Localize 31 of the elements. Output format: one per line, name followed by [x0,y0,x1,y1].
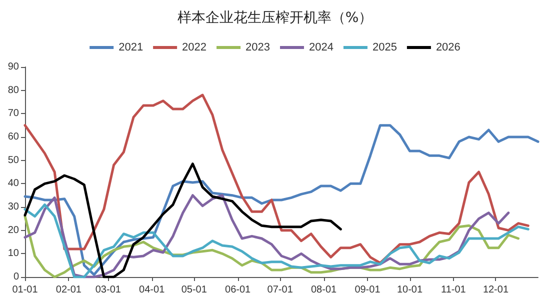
legend-label: 2024 [309,42,334,54]
x-tick-label: 01-01 [12,284,38,296]
chart-title: 样本企业花生压榨开机率（%） [177,10,373,26]
line-series [24,162,342,278]
legend-label: 2022 [182,42,207,54]
y-tick-label: 60 [8,132,20,142]
x-tick-label: 11-01 [441,284,466,296]
y-tick-label: 30 [8,202,20,212]
x-tick-label: 05-01 [181,284,208,296]
line-series [24,94,530,264]
legend-label: 2025 [372,42,397,54]
y-tick-label: 20 [8,224,20,236]
legend-label: 2023 [246,42,270,54]
x-tick-label: 03-01 [95,284,122,296]
y-tick-label: 40 [8,178,20,190]
x-tick-label: 12-01 [482,284,509,296]
y-tick-label: 0 [13,272,20,282]
y-tick-label: 90 [8,62,20,72]
x-tick-label: 02-01 [56,284,82,296]
y-tick-label: 50 [8,154,20,166]
y-tick-label: 70 [8,108,20,120]
x-tick-label: 07-01 [267,284,294,296]
x-tick-label: 04-01 [139,284,166,296]
x-tick-label: 10-01 [396,284,423,296]
x-tick-label: 08-01 [310,284,338,296]
x-tick-label: 06-01 [225,284,252,296]
y-tick-label: 10 [8,248,20,260]
legend-label: 2021 [118,42,144,54]
legend-label: 2026 [436,42,460,54]
y-tick-label: 80 [8,84,20,96]
x-tick-label: 09-01 [354,284,381,296]
